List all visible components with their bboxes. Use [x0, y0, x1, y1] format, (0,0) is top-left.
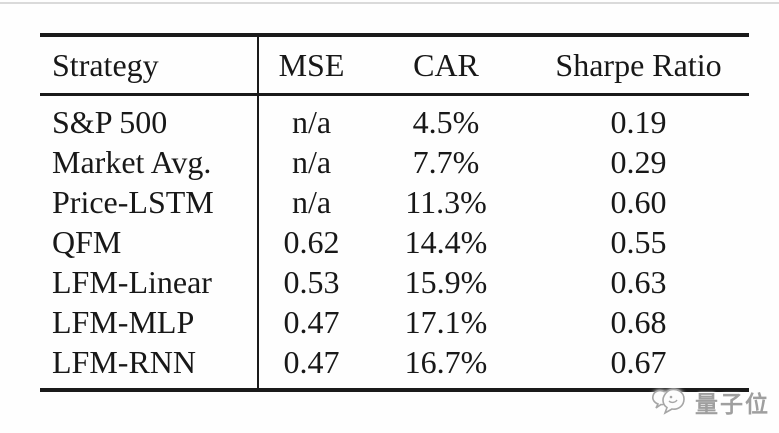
cell-sharpe: 0.29: [610, 143, 667, 180]
table-header: Strategy MSE CAR Sharpe Ratio: [40, 35, 749, 96]
qbitai-chat-bubbles-icon: [652, 388, 685, 415]
results-table: Strategy MSE CAR Sharpe Ratio S&P 500 n/…: [40, 33, 749, 392]
table-row: Market Avg. n/a 7.7% 0.29: [40, 142, 749, 182]
cell-sharpe: 0.63: [610, 263, 667, 300]
header-row: Strategy MSE CAR Sharpe Ratio: [40, 35, 749, 96]
cell-mse: 0.47: [283, 303, 340, 340]
qbitai-watermark: 量子位: [650, 386, 770, 418]
cell-car: 4.5%: [412, 103, 480, 140]
table-row: LFM-RNN 0.47 16.7% 0.67: [40, 342, 749, 390]
cell-sharpe: 0.67: [610, 343, 667, 380]
cell-car: 7.7%: [412, 143, 480, 180]
screenshot-top-edge: [0, 2, 779, 4]
cell-car: 14.4%: [404, 223, 488, 260]
cell-sharpe: 0.19: [610, 103, 667, 140]
cell-car: 11.3%: [405, 183, 487, 220]
cell-strategy: S&P 500: [40, 94, 259, 142]
table-row: QFM 0.62 14.4% 0.55: [40, 222, 749, 262]
watermark-text: 量子位: [695, 391, 770, 417]
cell-mse: n/a: [291, 103, 332, 140]
cell-sharpe: 0.55: [610, 223, 667, 260]
table-row: LFM-Linear 0.53 15.9% 0.63: [40, 262, 749, 302]
cell-strategy: LFM-MLP: [40, 302, 259, 342]
cell-mse: n/a: [291, 143, 332, 180]
cell-strategy: LFM-Linear: [40, 262, 259, 302]
cell-car: 16.7%: [404, 343, 488, 380]
cell-sharpe: 0.68: [610, 303, 667, 340]
table-row: S&P 500 n/a 4.5% 0.19: [40, 94, 749, 142]
cell-car: 15.9%: [404, 263, 488, 300]
header-strategy: Strategy: [40, 35, 259, 96]
cell-car: 17.1%: [404, 303, 488, 340]
cell-mse: n/a: [291, 183, 332, 220]
table-row: LFM-MLP 0.47 17.1% 0.68: [40, 302, 749, 342]
cell-sharpe: 0.60: [610, 183, 667, 220]
cell-mse: 0.62: [283, 223, 340, 260]
cell-strategy: Price-LSTM: [40, 182, 259, 222]
cell-strategy: LFM-RNN: [40, 342, 259, 390]
header-car: CAR: [364, 35, 528, 96]
table-row: Price-LSTM n/a 11.3% 0.60: [40, 182, 749, 222]
header-mse: MSE: [258, 35, 364, 96]
cell-strategy: QFM: [40, 222, 259, 262]
table-body: S&P 500 n/a 4.5% 0.19 Market Avg. n/a 7.…: [40, 94, 749, 390]
cell-mse: 0.47: [283, 343, 340, 380]
cell-mse: 0.53: [283, 263, 340, 300]
cell-strategy: Market Avg.: [40, 142, 259, 182]
header-sharpe-ratio: Sharpe Ratio: [528, 35, 749, 96]
